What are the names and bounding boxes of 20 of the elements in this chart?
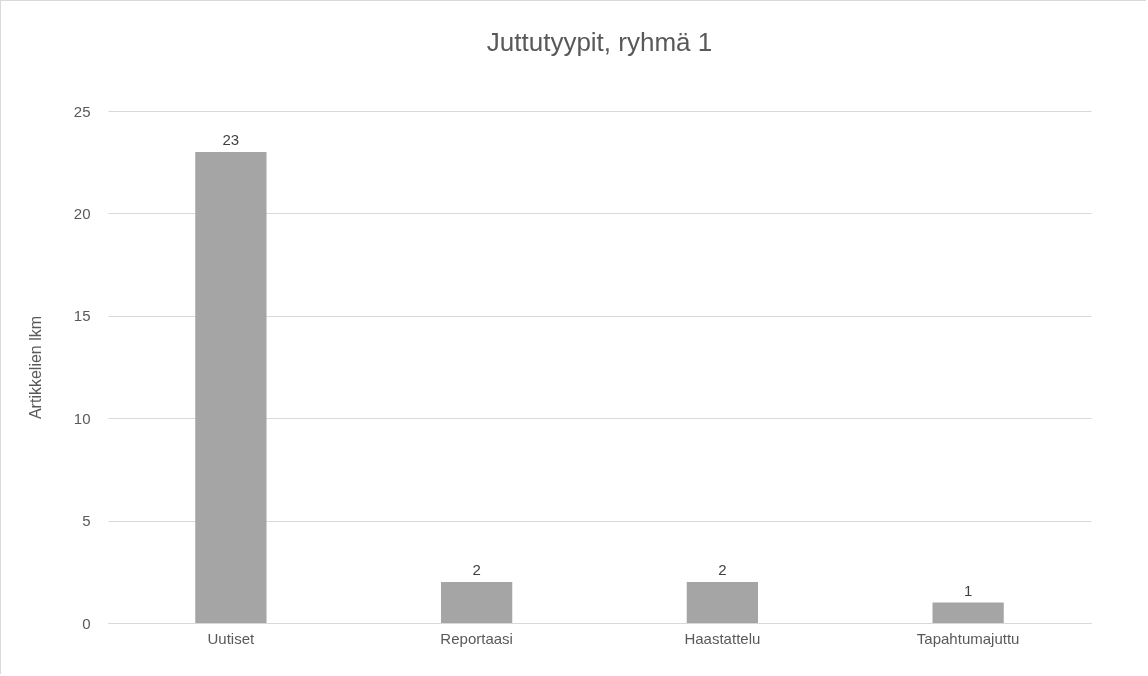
y-tick-label: 5 — [82, 512, 91, 530]
bar — [932, 602, 1004, 623]
chart-title: Juttutyypit, ryhmä 1 — [486, 27, 713, 57]
y-tick-label: 0 — [82, 614, 91, 632]
data-label: 1 — [963, 581, 973, 599]
x-tick-label: Reportaasi — [440, 629, 513, 647]
bar — [440, 582, 513, 623]
x-tick-label: Haastattelu — [684, 629, 761, 647]
bar — [686, 582, 759, 623]
y-tick-label: 15 — [73, 307, 91, 325]
y-tick-label: 20 — [73, 204, 91, 222]
x-tick-label: Uutiset — [207, 629, 256, 647]
y-tick-label: 10 — [73, 409, 91, 427]
x-tick-label: Tapahtumajuttu — [916, 629, 1020, 647]
data-label: 23 — [222, 130, 240, 148]
y-axis-title: Artikkelien lkm — [26, 315, 44, 420]
bar — [195, 151, 267, 623]
data-label: 2 — [718, 561, 727, 579]
data-label: 2 — [472, 561, 481, 579]
y-tick-label: 25 — [73, 102, 91, 120]
